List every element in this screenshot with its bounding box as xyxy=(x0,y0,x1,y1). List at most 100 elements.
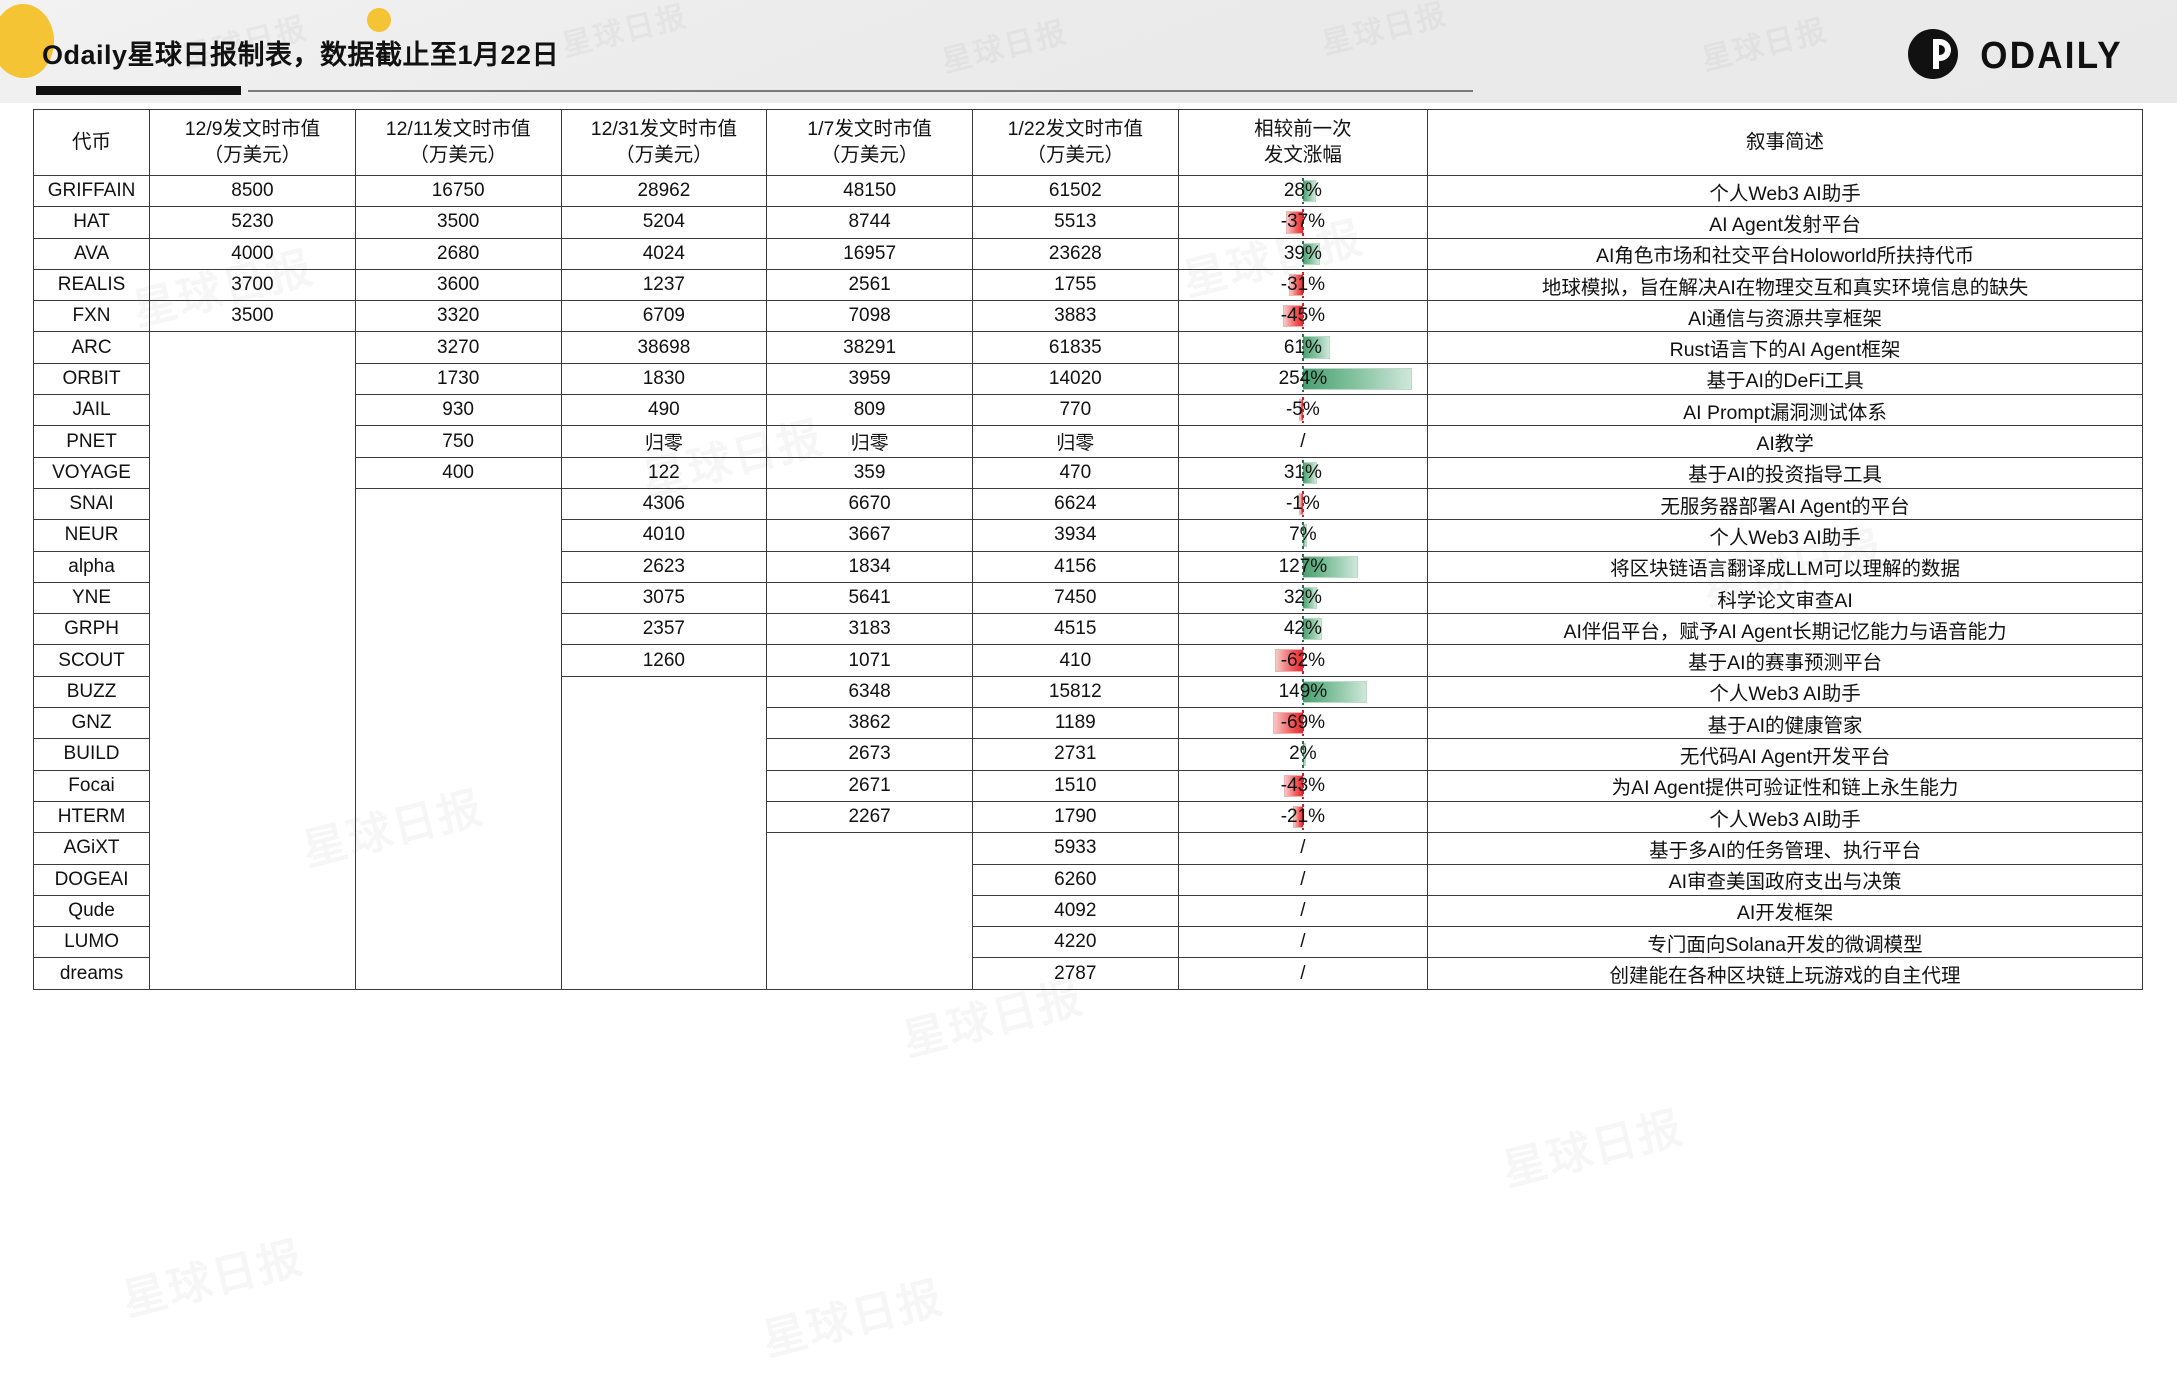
narrative-cell: 个人Web3 AI助手 xyxy=(1427,800,2143,834)
empty-market-cap-cell xyxy=(149,363,356,395)
narrative-cell: 创建能在各种区块链上玩游戏的自主代理 xyxy=(1427,957,2143,990)
title-underline-rule xyxy=(248,90,1473,92)
data-bar-track xyxy=(1179,365,1426,393)
change-percent-label: / xyxy=(1300,868,1306,890)
market-cap-cell: 61502 xyxy=(971,174,1179,208)
token-name-cell: NEUR xyxy=(32,519,151,552)
token-name-cell: FXN xyxy=(32,300,151,333)
market-cap-cell: 5204 xyxy=(560,206,768,239)
empty-market-cap-cell xyxy=(149,519,356,552)
zero-axis-line xyxy=(1301,522,1304,549)
market-cap-cell: 归零 xyxy=(971,425,1179,458)
table-row: HAT 5230 3500 5204 8744 5513 -37% AI Agent发射平台 xyxy=(32,206,2143,239)
token-name-cell: SNAI xyxy=(32,487,151,521)
narrative-cell: 基于AI的赛事预测平台 xyxy=(1427,644,2143,677)
table-row: FXN 3500 3320 6709 7098 3883 -45% AI通信与资源共享框架 xyxy=(32,300,2143,333)
change-percent-label: / xyxy=(1300,837,1306,859)
data-bar-track xyxy=(1179,271,1426,299)
change-percent-label: -37% xyxy=(1280,211,1326,233)
change-percent-cell: -45% xyxy=(1177,300,1429,333)
change-percent-label: 31% xyxy=(1283,461,1322,483)
column-header-m0122: 1/22发文时市值 （万美元） xyxy=(971,109,1179,176)
change-percent-label: / xyxy=(1300,962,1306,984)
change-percent-label: 42% xyxy=(1283,618,1322,640)
change-percent-cell: -43% xyxy=(1177,769,1429,802)
change-percent-cell: 32% xyxy=(1177,581,1429,615)
narrative-cell: AI伴侣平台，赋予AI Agent长期记忆能力与语音能力 xyxy=(1427,613,2143,646)
change-percent-cell: 39% xyxy=(1177,237,1429,270)
change-percent-label: -45% xyxy=(1280,305,1326,327)
column-header-line1: 叙事简述 xyxy=(1746,130,1825,153)
empty-market-cap-cell xyxy=(354,707,562,739)
positive-data-bar xyxy=(1302,586,1318,610)
market-cap-cell: 3075 xyxy=(560,581,768,615)
narrative-cell: 基于AI的DeFi工具 xyxy=(1427,362,2143,396)
market-cap-cell: 2561 xyxy=(766,268,973,302)
watermark: 星球日报 xyxy=(1317,0,1452,63)
data-bar-track xyxy=(1179,740,1426,768)
data-bar-track xyxy=(1179,615,1426,643)
token-name-cell: Qude xyxy=(32,894,151,928)
narrative-cell: AI审查美国政府支出与决策 xyxy=(1427,863,2143,896)
market-cap-cell: 400 xyxy=(354,456,562,489)
market-cap-cell: 1730 xyxy=(354,362,562,396)
narrative-cell: 无代码AI Agent开发平台 xyxy=(1427,738,2143,771)
change-percent-cell: -62% xyxy=(1177,644,1429,677)
negative-data-bar xyxy=(1282,305,1303,328)
change-percent-cell: 2% xyxy=(1177,738,1429,771)
empty-market-cap-cell xyxy=(354,676,562,708)
token-name-cell: GNZ xyxy=(32,707,151,740)
empty-market-cap-cell xyxy=(149,676,356,708)
market-cap-cell: 归零 xyxy=(766,425,973,458)
narrative-cell: AI通信与资源共享框架 xyxy=(1427,300,2143,333)
market-cap-cell: 1830 xyxy=(560,362,768,396)
odaily-logo: ODAILY xyxy=(1907,28,2129,85)
empty-market-cap-cell xyxy=(354,644,562,677)
market-cap-cell: 2787 xyxy=(971,957,1179,990)
empty-market-cap-cell xyxy=(354,738,562,771)
table-row: PNET 750 归零 归零 归零 / AI教学 xyxy=(32,425,2143,458)
column-header-narr: 叙事简述 xyxy=(1427,109,2143,176)
market-cap-cell: 4306 xyxy=(560,487,768,521)
market-cap-cell: 1189 xyxy=(971,707,1179,740)
narrative-cell: 地球模拟，旨在解决AI在物理交互和真实环境信息的缺失 xyxy=(1427,268,2143,302)
market-cap-cell: 3500 xyxy=(354,206,562,239)
token-name-cell: ORBIT xyxy=(32,362,151,396)
change-percent-label: -1% xyxy=(1285,493,1320,515)
market-cap-cell: 6709 xyxy=(560,300,768,333)
market-cap-cell: 3183 xyxy=(766,613,973,646)
positive-data-bar xyxy=(1302,524,1307,547)
column-header-line2: （万美元） xyxy=(409,143,507,166)
narrative-cell: AI角色市场和社交平台Holoworld所扶持代币 xyxy=(1427,237,2143,270)
empty-market-cap-cell xyxy=(354,832,562,865)
market-cap-cell: 4024 xyxy=(560,237,768,270)
negative-data-bar xyxy=(1275,649,1303,672)
market-cap-cell: 4000 xyxy=(149,237,356,270)
empty-market-cap-cell xyxy=(149,394,356,426)
token-name-cell: ARC xyxy=(32,331,151,364)
table-row: AGiXT 5933 / 基于多AI的任务管理、执行平台 xyxy=(32,832,2143,865)
data-bar-track xyxy=(1179,177,1426,205)
market-cap-cell: 8500 xyxy=(149,174,356,208)
empty-market-cap-cell xyxy=(560,895,768,927)
empty-market-cap-cell xyxy=(149,707,356,739)
empty-market-cap-cell xyxy=(149,644,356,677)
empty-market-cap-cell xyxy=(149,738,356,771)
page-header: 星球日报 星球日报 星球日报 星球日报 星球日报 Odaily星球日报制表，数据… xyxy=(0,0,2177,103)
column-header-line1: 相较前一次 xyxy=(1254,117,1352,140)
narrative-cell: Rust语言下的AI Agent框架 xyxy=(1427,331,2143,364)
column-header-line2: （万美元） xyxy=(203,143,302,166)
empty-market-cap-cell xyxy=(354,582,562,614)
table-row: Focai 2671 1510 -43% 为AI Agent提供可验证性和链上永生能力 xyxy=(32,769,2143,802)
empty-market-cap-cell xyxy=(149,331,356,364)
table-row: HTERM 2267 1790 -21% 个人Web3 AI助手 xyxy=(32,800,2143,834)
data-bar-track xyxy=(1179,490,1426,518)
table-body: GRIFFAIN 8500 16750 28962 48150 61502 28% 个人Web… xyxy=(32,174,2143,990)
table-header-row: 代币 12/9发文时市值 （万美元） 12/11发文时市值 （万美元） 12/31发文时市… xyxy=(32,109,2143,176)
zero-axis-line xyxy=(1301,678,1304,706)
market-cap-cell: 3934 xyxy=(971,519,1179,552)
empty-market-cap-cell xyxy=(354,487,562,520)
negative-data-bar xyxy=(1288,273,1303,297)
change-percent-cell: 7% xyxy=(1177,519,1429,552)
narrative-cell: 科学论文审查AI xyxy=(1427,581,2143,615)
